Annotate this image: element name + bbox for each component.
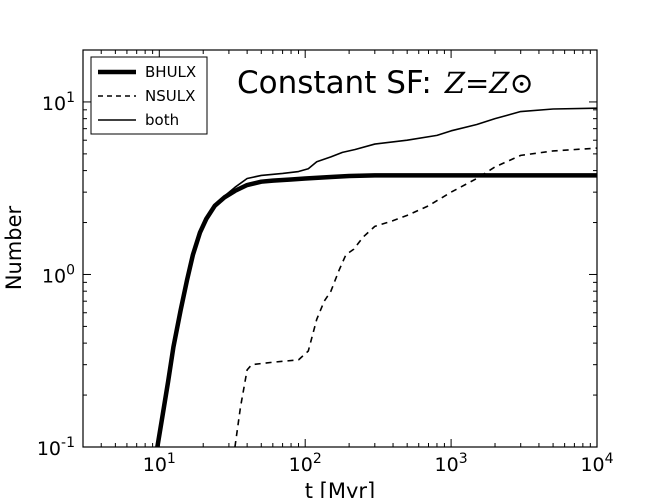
y-tick-label-1: 101 <box>42 90 75 115</box>
x-tick-label-2: 102 <box>289 451 322 476</box>
y-tick-labels: 10-1 100 101 <box>37 90 75 460</box>
legend-label-nsulx: NSULX <box>145 87 195 105</box>
x-tick-label-1: 101 <box>143 451 176 476</box>
plot-frame <box>82 49 598 448</box>
chart-title-math: Z=Z⊙ <box>444 66 534 100</box>
legend-label-both: both <box>145 111 179 129</box>
chart-title-text: Constant SF: <box>237 65 432 101</box>
series-layer <box>155 107 597 447</box>
legend-label-bhulx: BHULX <box>145 63 196 81</box>
x-tick-labels: 101 102 103 104 <box>143 451 614 476</box>
legend: BHULX NSULX both <box>90 56 208 135</box>
y-tick-label--1: 10-1 <box>37 435 75 460</box>
y-tick-label-0: 100 <box>42 262 75 287</box>
series-line-nsulx <box>234 147 597 447</box>
chart-title: Constant SF: Z=Z⊙ <box>237 65 534 101</box>
x-tick-label-3: 103 <box>435 451 468 476</box>
x-axis-label: t [Myr] <box>305 479 375 498</box>
x-tick-label-4: 104 <box>580 451 613 476</box>
series-line-both <box>156 107 597 447</box>
y-axis-label: Number <box>2 205 26 290</box>
